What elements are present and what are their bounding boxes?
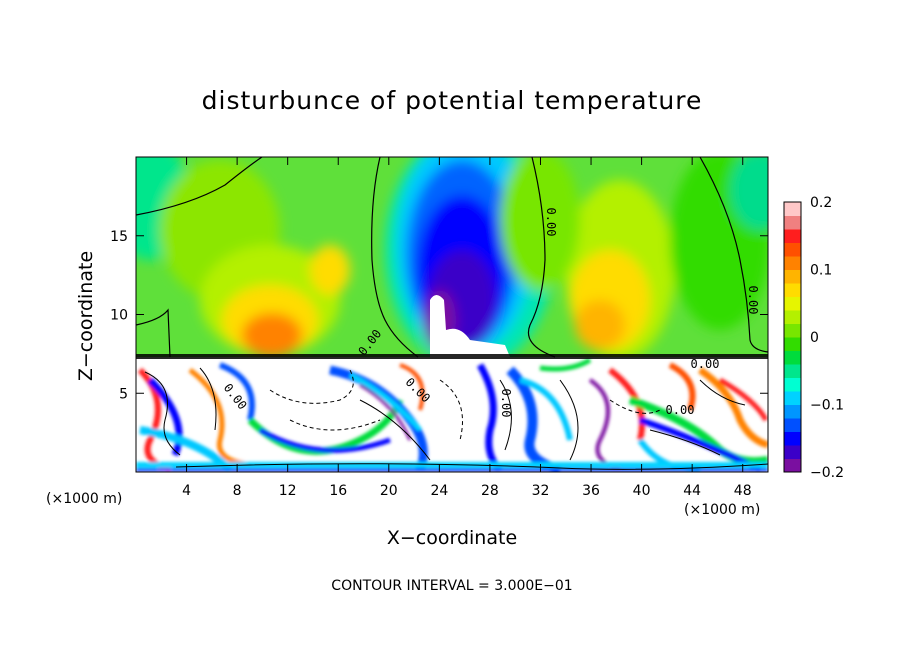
x-tick-label: 36 <box>582 483 600 499</box>
x-tick-label: 24 <box>430 483 448 499</box>
x-unit-label-right: (×1000 m) <box>684 502 761 518</box>
colorbar-swatch <box>784 445 801 459</box>
colorbar-swatch <box>784 323 801 338</box>
x-tick-label: 48 <box>734 483 752 499</box>
x-tick-label: 8 <box>233 483 242 499</box>
y-tick-label: 15 <box>110 229 128 245</box>
x-tick-label: 32 <box>532 483 550 499</box>
colorbar-swatch <box>784 458 801 473</box>
colorbar-swatch <box>784 431 801 446</box>
colorbar-swatch <box>784 269 801 284</box>
contour-label: 0.00 <box>666 403 695 417</box>
x-tick-label: 20 <box>380 483 398 499</box>
x-tick-label: 44 <box>683 483 701 499</box>
x-tick-label: 16 <box>329 483 347 499</box>
colorbar-tick-label: 0 <box>810 330 819 346</box>
lower-contours <box>144 367 768 470</box>
colorbar-swatch <box>784 229 801 243</box>
contour-label: 0.00 <box>746 286 760 315</box>
colorbar-swatch <box>784 310 801 324</box>
y-axis-ticks: 5 10 15 <box>110 229 768 402</box>
y-tick-label: 10 <box>110 308 128 324</box>
colorbar <box>784 202 801 473</box>
colorbar-swatch <box>784 283 801 297</box>
contour-label: 0.00 <box>544 208 558 237</box>
x-axis-label: X−coordinate <box>386 527 518 549</box>
layer-boundary <box>136 354 768 359</box>
heatmap-field <box>136 157 768 472</box>
upper-contours <box>136 157 768 358</box>
colorbar-swatch <box>784 337 801 351</box>
contour-labels: 0.000.000.000.000.00 0.00 0.000.00 <box>221 208 760 418</box>
chart-title: disturbunce of potential temperature <box>201 86 703 115</box>
colorbar-swatch <box>784 404 801 419</box>
colorbar-tick-label: −0.2 <box>810 465 844 481</box>
colorbar-swatch <box>784 418 801 432</box>
colorbar-swatch <box>784 256 801 270</box>
x-axis-ticks: 4 8 12 16 20 24 28 32 36 40 44 48 <box>182 157 752 499</box>
colorbar-swatch <box>784 391 801 405</box>
y-tick-label: 5 <box>119 386 128 402</box>
colorbar-tick-label: 0.2 <box>810 195 832 211</box>
x-tick-label: 40 <box>633 483 651 499</box>
x-tick-label: 4 <box>182 483 191 499</box>
x-tick-label: 28 <box>481 483 499 499</box>
colorbar-swatch <box>784 202 801 216</box>
colorbar-swatch <box>784 242 801 257</box>
colorbar-swatch <box>784 296 801 311</box>
colorbar-swatch <box>784 215 801 230</box>
contour-interval-note: CONTOUR INTERVAL = 3.000E−01 <box>331 578 573 594</box>
upper-white-patch <box>430 295 510 357</box>
colorbar-swatch <box>784 364 801 378</box>
colorbar-labels: 0.2 0.1 0 −0.1 −0.2 <box>810 195 844 481</box>
contour-label: 0.00 <box>691 357 720 371</box>
colorbar-swatch <box>784 377 801 392</box>
colorbar-swatch <box>784 350 801 365</box>
x-tick-label: 12 <box>279 483 297 499</box>
x-unit-label-left: (×1000 m) <box>46 491 123 507</box>
colorbar-tick-label: 0.1 <box>810 263 832 279</box>
colorbar-frame <box>783 201 802 473</box>
contour-label: 0.00 <box>499 389 513 418</box>
colorbar-tick-label: −0.1 <box>810 398 844 414</box>
